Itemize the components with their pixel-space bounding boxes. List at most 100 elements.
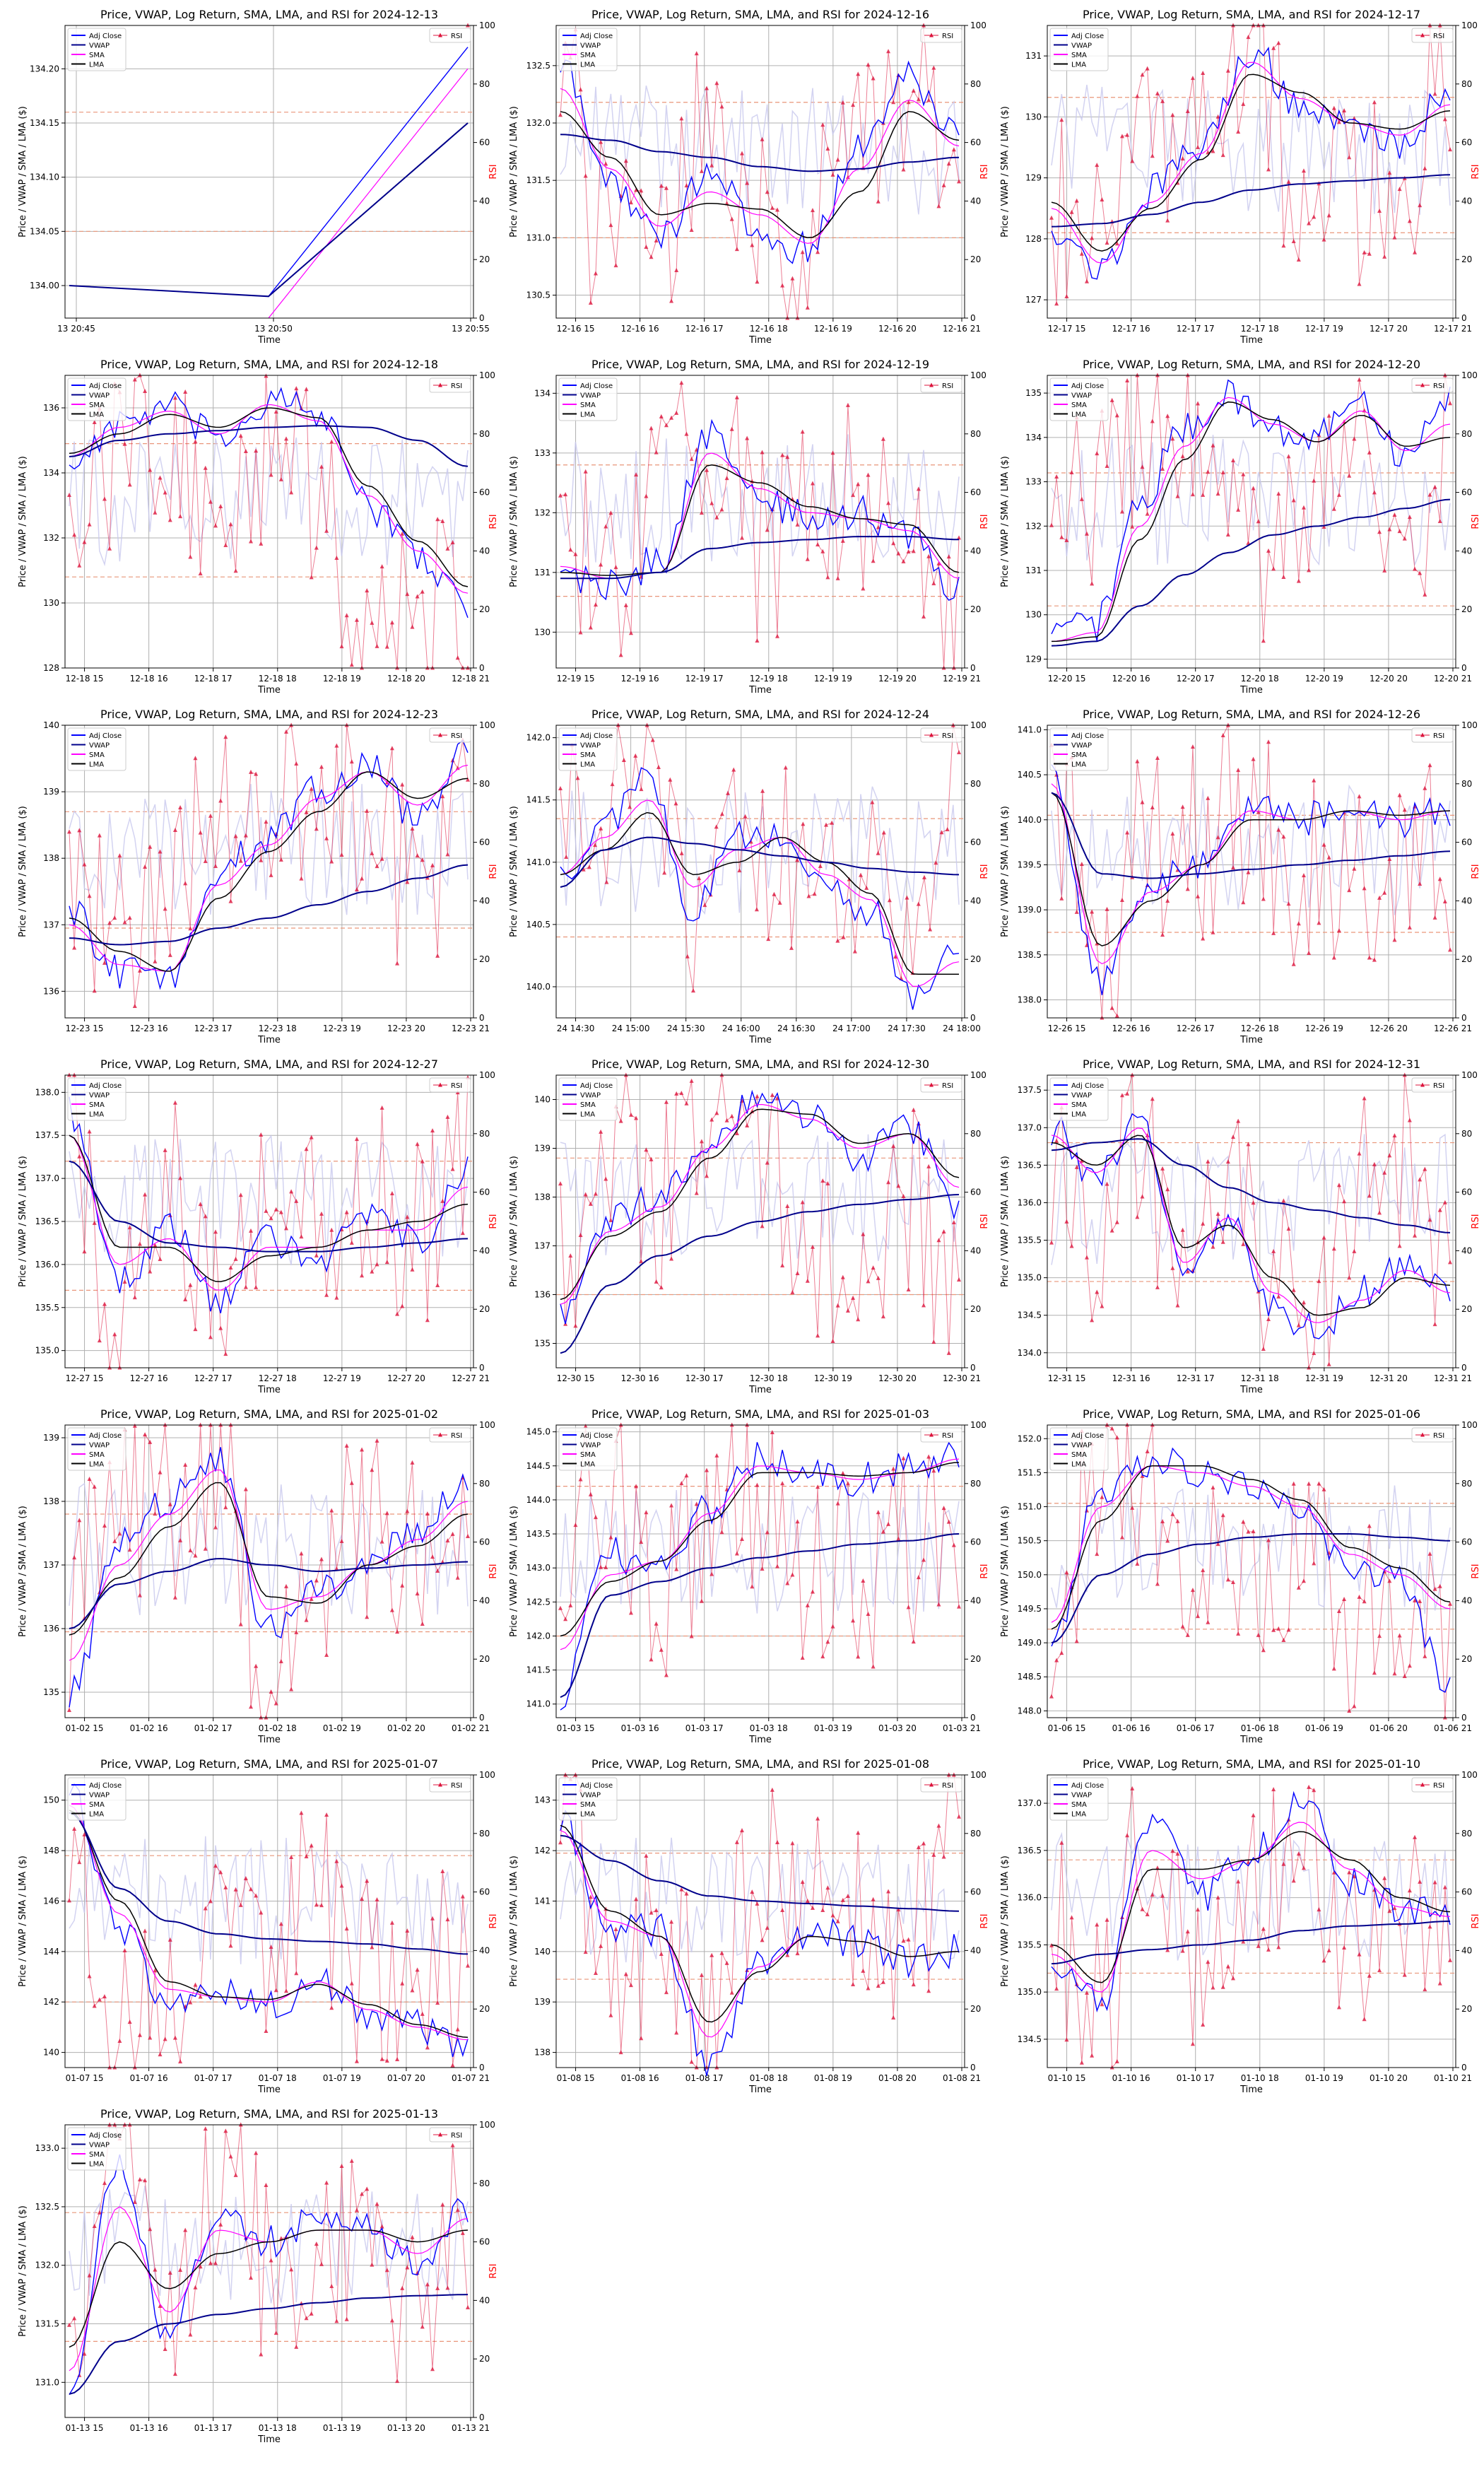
rsi-marker xyxy=(1342,107,1347,112)
x-tick-label: 01-10 20 xyxy=(1370,2073,1408,2083)
legend-label: Adj Close xyxy=(89,382,122,390)
rsi-marker xyxy=(365,808,370,813)
rsi-marker xyxy=(233,1887,238,1892)
rsi-marker xyxy=(664,1672,669,1677)
rsi-line xyxy=(69,2124,469,2381)
rsi-line xyxy=(1051,1074,1451,1368)
rsi-marker xyxy=(1130,158,1135,163)
rsi-marker xyxy=(1140,1906,1145,1911)
rsi-marker xyxy=(780,1907,785,1912)
rsi-marker xyxy=(1307,568,1312,573)
rsi-marker xyxy=(1342,1945,1347,1950)
x-tick-label: 01-13 16 xyxy=(130,2423,168,2433)
chart-title: Price, VWAP, Log Return, SMA, LMA, and R… xyxy=(591,1407,929,1421)
legend-label: RSI xyxy=(942,33,953,40)
x-tick-label: 12-20 20 xyxy=(1370,674,1408,684)
rsi-marker xyxy=(1367,251,1372,256)
y-tick-label: 134.15 xyxy=(30,118,59,128)
x-tick-label: 01-07 20 xyxy=(387,2073,425,2083)
rsi-marker xyxy=(213,523,218,528)
rsi-marker xyxy=(1377,208,1382,213)
legend-label: RSI xyxy=(1433,1432,1444,1440)
rsi-axis-label: RSI xyxy=(488,2263,499,2278)
rsi-marker xyxy=(148,1269,153,1274)
rsi-marker xyxy=(588,1491,593,1496)
vwap-line xyxy=(560,836,960,888)
rsi-tick-label: 80 xyxy=(1461,1479,1472,1489)
rsi-marker xyxy=(167,1937,172,1942)
rsi-tick-label: 80 xyxy=(970,79,981,89)
rsi-marker xyxy=(1326,855,1331,860)
rsi-marker xyxy=(1331,1666,1336,1671)
lma-line xyxy=(69,1810,469,2038)
rsi-marker xyxy=(1231,1135,1236,1139)
rsi-marker xyxy=(1281,243,1286,248)
x-tick-label: 12-30 15 xyxy=(557,1373,595,1383)
rsi-marker xyxy=(750,242,755,247)
plot-frame xyxy=(555,1774,965,2068)
rsi-marker xyxy=(1180,804,1185,809)
rsi-marker xyxy=(153,1243,158,1248)
rsi-marker xyxy=(425,2282,430,2287)
rsi-marker xyxy=(785,1581,790,1585)
rsi-marker xyxy=(1170,1265,1175,1270)
rsi-marker xyxy=(349,1480,354,1485)
rsi-marker xyxy=(384,2268,389,2273)
x-tick-label: 12-27 18 xyxy=(259,1373,297,1383)
rsi-marker xyxy=(1387,1578,1392,1583)
x-tick-label: 12-20 21 xyxy=(1434,674,1472,684)
rsi-marker xyxy=(578,630,583,635)
legend-box xyxy=(1411,28,1454,43)
legend-label: Adj Close xyxy=(580,33,613,40)
rsi-marker xyxy=(1276,1626,1281,1631)
lma-line xyxy=(560,1824,960,2023)
rsi-marker xyxy=(435,953,440,958)
rsi-marker xyxy=(789,945,794,950)
rsi-tick-label: 20 xyxy=(970,254,981,264)
rsi-marker xyxy=(1150,1892,1155,1897)
x-tick-label: 01-13 18 xyxy=(259,2423,297,2433)
chart-panel: Price, VWAP, Log Return, SMA, LMA, and R… xyxy=(509,1407,990,1745)
rsi-marker xyxy=(1321,1958,1326,1963)
x-tick-label: 12-17 18 xyxy=(1241,324,1279,334)
rsi-marker xyxy=(389,746,394,751)
x-tick-label: 12-26 15 xyxy=(1048,1024,1086,1033)
rsi-marker xyxy=(143,1432,148,1437)
rsi-marker xyxy=(1170,831,1175,836)
rsi-marker xyxy=(1165,218,1170,223)
legend-label: Adj Close xyxy=(89,2132,122,2140)
x-tick-label: 12-27 20 xyxy=(387,1373,425,1383)
rsi-marker xyxy=(825,1180,830,1185)
legend-marker xyxy=(929,33,934,37)
legend-marker xyxy=(929,1432,934,1437)
rsi-axis-label: RSI xyxy=(488,164,499,179)
rsi-marker xyxy=(1079,251,1084,256)
rsi-marker xyxy=(137,1593,142,1597)
rsi-marker xyxy=(1220,732,1225,737)
x-tick-label: 12-18 19 xyxy=(323,674,361,684)
rsi-marker xyxy=(466,1534,470,1539)
x-tick-label: 12-23 18 xyxy=(259,1024,297,1033)
rsi-marker xyxy=(1382,568,1387,573)
x-tick-label: 12-18 21 xyxy=(452,674,490,684)
y-tick-label: 141 xyxy=(534,1896,550,1906)
x-axis-label: Time xyxy=(257,2085,281,2095)
y-axis-label: Price / VWAP / SMA / LMA ($) xyxy=(18,2205,28,2337)
rsi-marker xyxy=(896,551,901,556)
rsi-tick-label: 40 xyxy=(970,546,981,556)
rsi-marker xyxy=(1437,519,1442,524)
x-tick-label: 12-18 16 xyxy=(130,674,168,684)
rsi-marker xyxy=(1291,961,1296,966)
legend-label: Adj Close xyxy=(1071,732,1104,740)
rsi-marker xyxy=(1064,294,1069,299)
rsi-marker xyxy=(1397,1633,1402,1638)
rsi-marker xyxy=(604,879,609,884)
y-tick-label: 148.5 xyxy=(1018,1672,1042,1682)
rsi-marker xyxy=(1357,794,1362,799)
